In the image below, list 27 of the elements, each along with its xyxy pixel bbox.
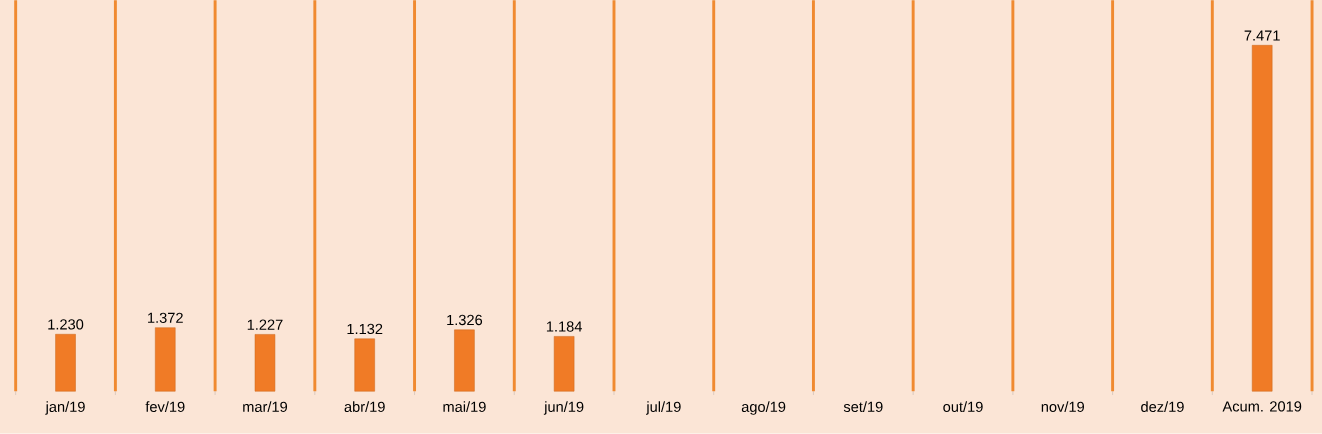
x-tick-label: jun/19 <box>543 401 584 415</box>
data-label: 7.471 <box>1244 30 1280 41</box>
bar <box>155 327 176 392</box>
x-tick-label: out/19 <box>943 401 983 413</box>
data-label: 1.372 <box>148 312 183 324</box>
x-tick-label: Acum. 2019 <box>1222 401 1302 412</box>
bar <box>55 334 76 392</box>
bar <box>254 334 276 392</box>
x-tick-label: ago/19 <box>741 401 786 415</box>
data-label: 1.184 <box>546 321 582 332</box>
bar <box>1251 45 1273 392</box>
x-tick-label: dez/19 <box>1141 401 1184 413</box>
bar <box>354 338 375 392</box>
x-tick-label: abr/19 <box>344 401 385 413</box>
x-tick-label: mar/19 <box>243 401 288 413</box>
x-tick-label: set/19 <box>843 401 883 413</box>
data-label: 1.326 <box>447 314 483 326</box>
bar <box>553 336 575 392</box>
x-tick-label: nov/19 <box>1041 401 1084 413</box>
data-label: 1.132 <box>347 323 383 335</box>
x-tick-label: jul/19 <box>646 401 681 415</box>
data-label: 1.230 <box>48 319 84 330</box>
bar <box>454 329 475 392</box>
x-tick-label: fev/19 <box>145 401 185 413</box>
data-label: 1.227 <box>247 319 283 330</box>
x-tick-label: jan/19 <box>45 401 85 415</box>
x-tick-label: mai/19 <box>443 401 486 413</box>
